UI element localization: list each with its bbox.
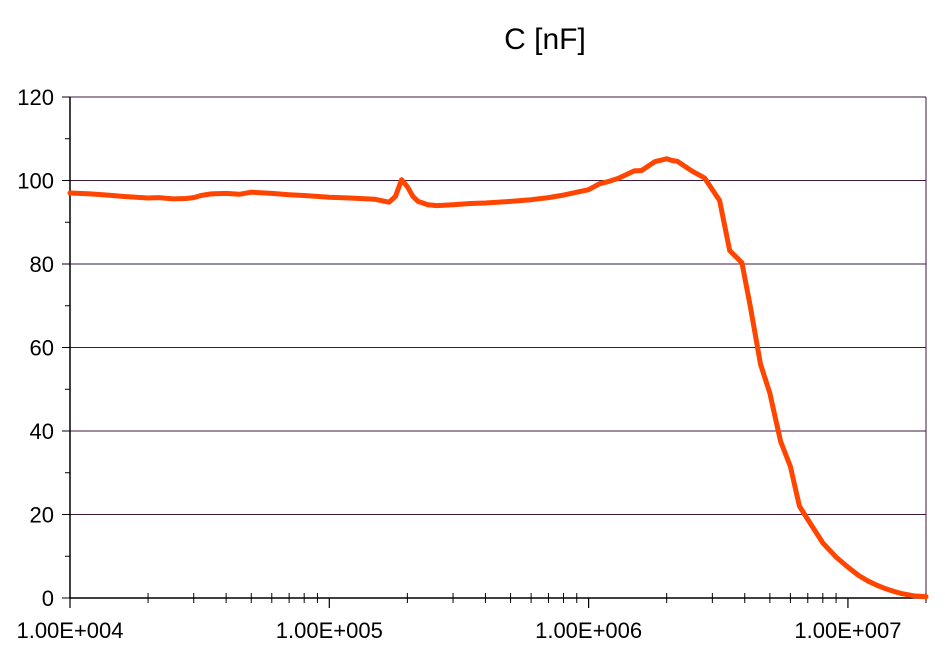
y-tick-label: 60 bbox=[30, 336, 54, 361]
series-line bbox=[67, 156, 929, 600]
x-tick-labels: 1.00E+004 1.00E+005 1.00E+006 1.00E+007 bbox=[16, 618, 901, 643]
x-tick-label: 1.00E+004 bbox=[16, 618, 123, 643]
series-layer bbox=[67, 156, 929, 600]
x-tick-label: 1.00E+005 bbox=[276, 618, 383, 643]
y-tick-label: 40 bbox=[30, 419, 54, 444]
chart-title: C [nF] bbox=[504, 23, 586, 56]
x-tick-label: 1.00E+006 bbox=[535, 618, 642, 643]
gridlines bbox=[70, 96, 927, 598]
minor-ticks bbox=[65, 138, 927, 603]
y-tick-label: 0 bbox=[42, 586, 54, 611]
y-tick-label: 100 bbox=[17, 169, 54, 194]
axes bbox=[62, 96, 926, 608]
y-tick-label: 80 bbox=[30, 252, 54, 277]
y-tick-labels: 0 20 40 60 80 100 120 bbox=[17, 85, 54, 611]
y-tick-label: 120 bbox=[17, 85, 54, 110]
x-tick-label: 1.00E+007 bbox=[794, 618, 901, 643]
y-tick-label: 20 bbox=[30, 503, 54, 528]
